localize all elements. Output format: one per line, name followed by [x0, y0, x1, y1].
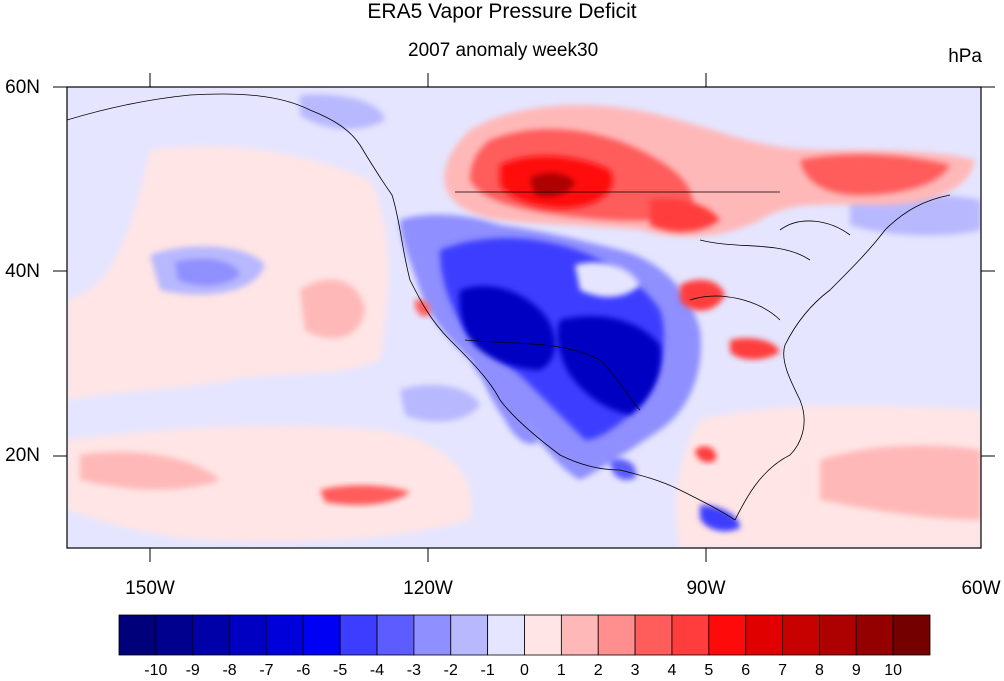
- central-america-blue: [700, 505, 740, 532]
- lon-label-150w: 150W: [125, 578, 175, 599]
- colorbar-label: 10: [884, 662, 903, 679]
- lat-label-60n: 60N: [5, 77, 40, 98]
- pacific-south-pink: [67, 425, 472, 542]
- colorbar-swatch: [487, 614, 525, 656]
- colorbar-label: -1: [480, 662, 495, 679]
- pacific-red-south: [320, 485, 410, 505]
- lon-label-120w: 120W: [403, 578, 453, 599]
- colorbar-label: 6: [741, 662, 751, 679]
- units-label: hPa: [948, 46, 982, 67]
- colorbar-label: -9: [185, 662, 200, 679]
- colorbar-label: 7: [778, 662, 787, 679]
- colorbar-label: 1: [556, 662, 566, 679]
- colorbar-label: 3: [630, 662, 640, 679]
- colorbar-swatch: [560, 614, 599, 656]
- colorbar-label: -2: [443, 662, 458, 679]
- colorbar-swatch: [634, 614, 673, 656]
- subtropical-blue: [400, 385, 480, 422]
- colorbar-swatch: [708, 614, 747, 656]
- eastern-canada-red: [800, 154, 950, 195]
- colorbar-swatch: [155, 614, 194, 656]
- colorbar-swatch: [266, 614, 304, 656]
- colorbar-swatch: [376, 614, 415, 656]
- georgia-red: [730, 338, 780, 360]
- texas-blue-strong: [557, 316, 661, 415]
- colorbar-label: 5: [704, 662, 714, 679]
- northern-red-core: [530, 173, 575, 197]
- colorbar-swatch: [782, 614, 820, 656]
- atlantic-rose: [820, 445, 981, 520]
- colorbar-swatch: [597, 614, 636, 656]
- colorbar-label: -6: [296, 662, 311, 679]
- map-subtitle: 2007 anomaly week30: [408, 40, 599, 61]
- colorbar-label: 2: [593, 662, 603, 679]
- baja-blue: [485, 375, 540, 444]
- colorbar-label: -8: [222, 662, 237, 679]
- colorbar-swatch: [855, 614, 894, 656]
- bering-blue: [300, 94, 385, 130]
- west-coast-red: [414, 299, 431, 317]
- pacific-rose-south: [80, 451, 220, 490]
- colorbar-swatch: [450, 614, 489, 656]
- lat-label-40n: 40N: [5, 261, 40, 282]
- colorbar-swatch: [339, 614, 378, 656]
- lon-label-90w: 90W: [686, 578, 726, 599]
- colorbar-swatch: [229, 614, 267, 656]
- colorbar-swatch: [892, 614, 931, 656]
- colorbar-swatch: [745, 614, 783, 656]
- lat-label-20n: 20N: [5, 445, 40, 466]
- colorbar-swatch: [524, 614, 562, 656]
- colorbar-swatch: [118, 614, 157, 656]
- colorbar-label: 4: [667, 662, 677, 679]
- colorbar-label: -3: [406, 662, 422, 679]
- colorbar-label: 8: [814, 662, 824, 679]
- colorbar-label: -5: [333, 662, 348, 679]
- ohio-valley-red: [680, 279, 725, 311]
- central-pacific-blue-core: [175, 258, 240, 286]
- colorbar-swatch: [192, 614, 230, 656]
- caribbean-red: [695, 446, 717, 463]
- colorbar-swatch: [671, 614, 710, 656]
- map-frame: [66, 86, 982, 549]
- coastlines: [67, 93, 951, 521]
- mexico-south-blue: [610, 458, 636, 480]
- great-lakes-red: [650, 198, 720, 232]
- map-title: ERA5 Vapor Pressure Deficit: [367, 0, 637, 23]
- colorbar-swatch: [819, 614, 857, 656]
- colorbar-swatch: [413, 614, 452, 656]
- colorbar-label: -10: [144, 662, 168, 679]
- southwest-blue-strong: [459, 286, 555, 370]
- central-plains-light: [575, 262, 640, 297]
- colorbar-label: -7: [259, 662, 274, 679]
- colorbar-label: -4: [369, 662, 385, 679]
- colorbar-swatch: [302, 614, 341, 656]
- lon-label-60w: 60W: [961, 578, 1001, 599]
- pacific-rose-patch: [300, 279, 365, 339]
- axis-ticks: [53, 73, 995, 562]
- colorbar-label: 0: [520, 662, 529, 679]
- colorbar-label: 9: [851, 662, 861, 679]
